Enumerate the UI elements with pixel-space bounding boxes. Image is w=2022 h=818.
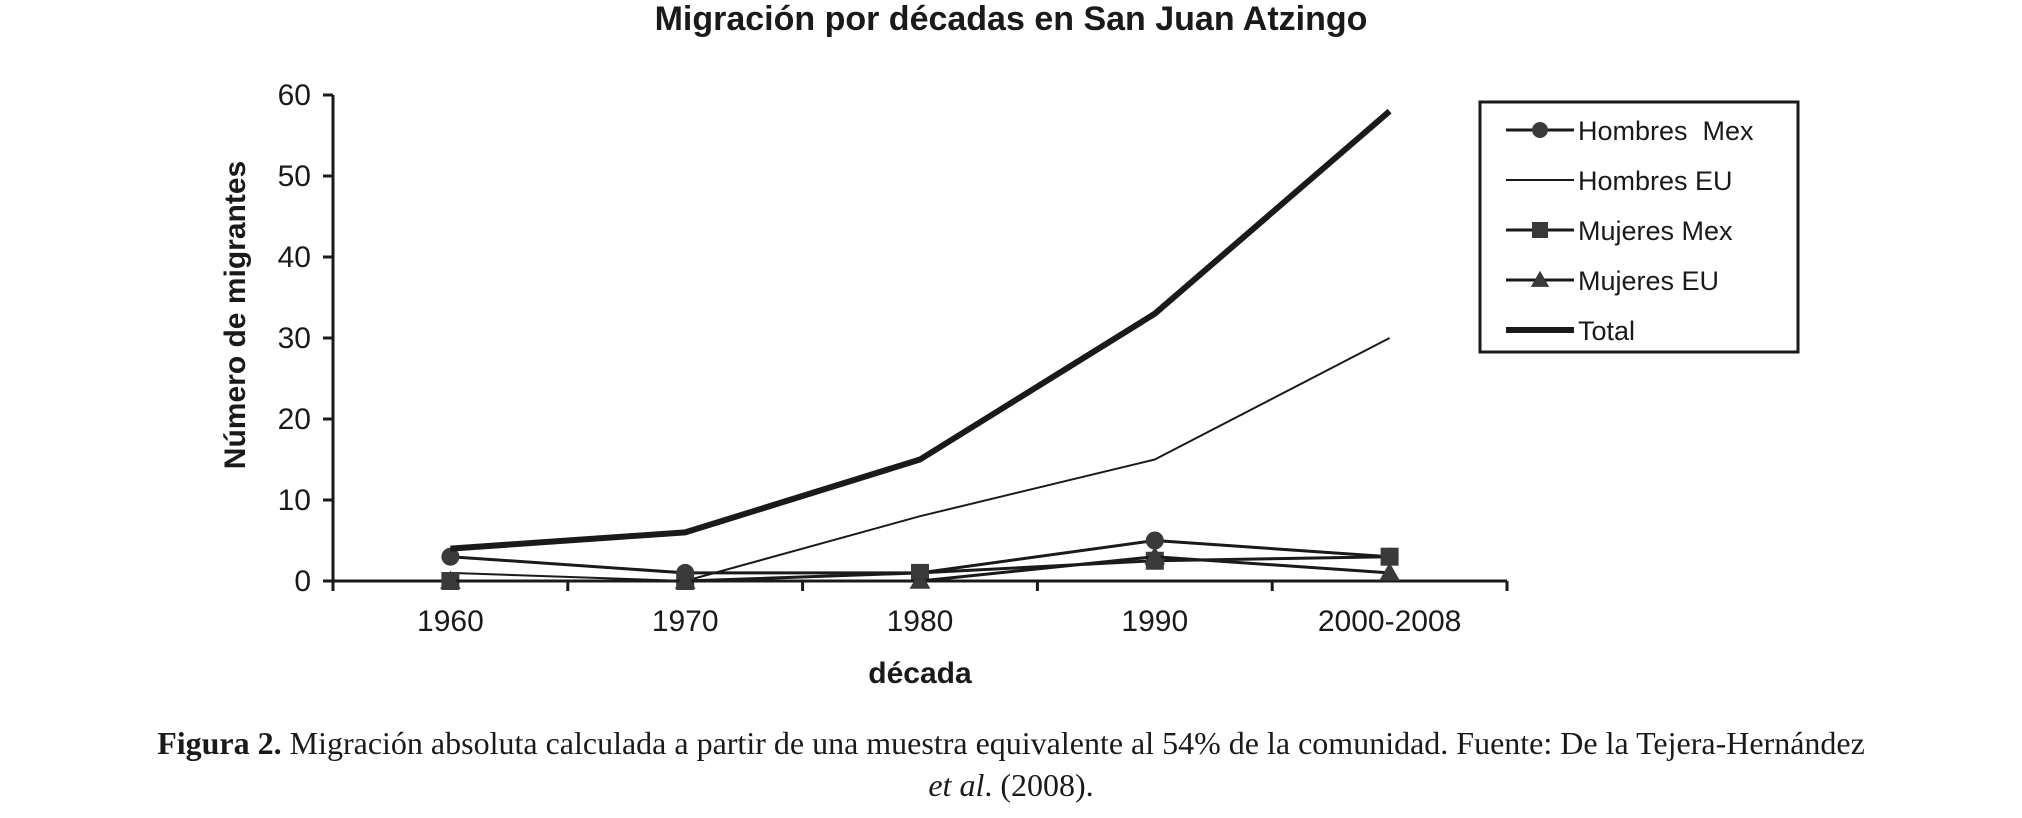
series-hombres-eu bbox=[450, 337, 1391, 582]
data-point-mujeres-eu bbox=[674, 570, 696, 589]
y-tick-label: 20 bbox=[278, 403, 311, 436]
legend-label: Mujeres Mex bbox=[1578, 216, 1733, 246]
legend-marker bbox=[1532, 122, 1548, 138]
legend-item-total: Total bbox=[1506, 316, 1635, 346]
figure-caption: Figura 2. Migración absoluta calculada a… bbox=[0, 722, 2022, 806]
x-tick-label: 1960 bbox=[417, 605, 484, 638]
y-tick-label: 50 bbox=[278, 160, 311, 193]
series-total bbox=[450, 108, 1392, 552]
x-tick-label: 1990 bbox=[1121, 605, 1188, 638]
caption-label: Figura 2. bbox=[157, 725, 282, 761]
y-tick-label: 0 bbox=[294, 565, 311, 598]
legend-label: Hombres EU bbox=[1578, 166, 1733, 196]
y-axis-label: Número de migrantes bbox=[219, 161, 252, 469]
y-tick-label: 40 bbox=[278, 241, 311, 274]
x-tick-label: 1980 bbox=[887, 605, 954, 638]
line-chart: Migración por décadas en San Juan Atzing… bbox=[219, 0, 1800, 690]
x-tick-label: 2000-2008 bbox=[1318, 605, 1461, 638]
y-tick-label: 10 bbox=[278, 484, 311, 517]
legend-marker bbox=[1532, 222, 1548, 238]
axes: 0 10 20 30 40 50 60 1960 1970 1980 1990 2000-2008 bbox=[278, 79, 1509, 638]
y-tick-label: 60 bbox=[278, 79, 311, 112]
legend-item-hombres-eu: Hombres EU bbox=[1506, 166, 1733, 196]
caption-text: Migración absoluta calculada a partir de… bbox=[281, 725, 1865, 761]
chart-title: Migración por décadas en San Juan Atzing… bbox=[655, 0, 1368, 38]
y-tick-label: 30 bbox=[278, 322, 311, 355]
caption-end: . (2008). bbox=[984, 767, 1094, 803]
legend-label: Mujeres EU bbox=[1578, 266, 1719, 296]
series-mujeres-eu bbox=[440, 546, 1400, 589]
legend: Hombres Mex Hombres EU Mujeres Mex Mujeres … bbox=[1478, 100, 1800, 354]
legend-marker bbox=[1530, 270, 1550, 287]
legend-item-mujeres-mex: Mujeres Mex bbox=[1506, 216, 1733, 246]
caption-italic: et al bbox=[928, 767, 985, 803]
data-point-mujeres-mex bbox=[1380, 547, 1399, 566]
series-line-hombres-eu bbox=[450, 337, 1391, 582]
x-tick-label: 1970 bbox=[652, 605, 719, 638]
data-point-mujeres-eu bbox=[1144, 546, 1166, 565]
data-point-mujeres-eu bbox=[440, 570, 461, 589]
legend-item-hombres-mex: Hombres Mex bbox=[1506, 116, 1754, 146]
data-point-hombres-mex bbox=[1145, 531, 1164, 550]
data-point-mujeres-eu bbox=[909, 570, 931, 589]
x-axis-label: década bbox=[868, 657, 972, 690]
series-line-total bbox=[450, 108, 1392, 552]
data-point-hombres-mex bbox=[441, 547, 460, 566]
legend-label: Total bbox=[1578, 316, 1635, 346]
data-point-mujeres-eu bbox=[1379, 562, 1400, 581]
legend-item-mujeres-eu: Mujeres EU bbox=[1506, 266, 1719, 296]
series-layer bbox=[440, 108, 1400, 590]
legend-label: Hombres Mex bbox=[1578, 116, 1754, 146]
